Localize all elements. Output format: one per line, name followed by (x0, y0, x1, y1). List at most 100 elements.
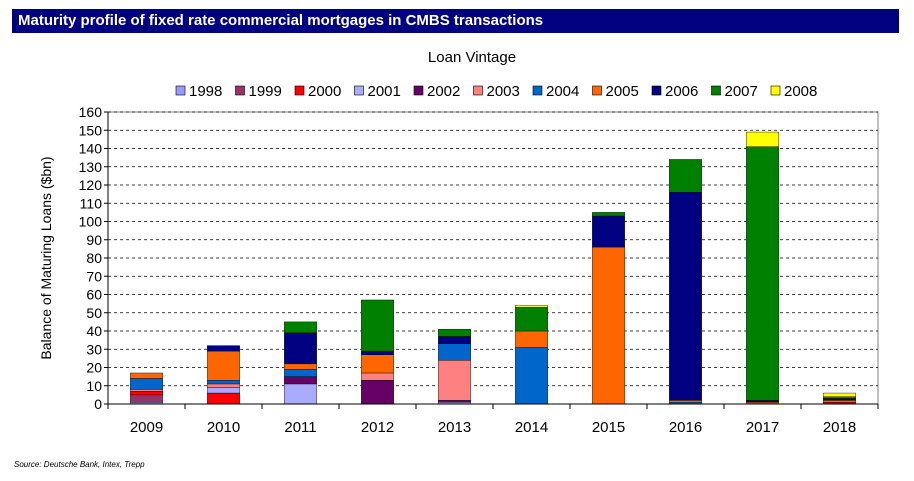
bar-segment (746, 400, 779, 403)
bar-segment (823, 400, 856, 403)
x-tick-label: 2010 (207, 419, 240, 436)
x-tick-label: 2015 (592, 419, 625, 436)
y-tick-label: 140 (79, 141, 103, 157)
source-note: Source: Deutsche Bank, Intex, Trepp (14, 460, 145, 469)
chart-subtitle: Loan Vintage (428, 49, 516, 66)
legend-label: 2006 (665, 83, 698, 100)
bar-segment (207, 383, 240, 388)
bar-segment (746, 146, 779, 401)
bar-segment (284, 376, 317, 385)
bar-segment (515, 347, 548, 405)
legend-label: 2000 (308, 83, 341, 100)
legend-swatch (711, 85, 721, 96)
y-tick-label: 130 (79, 159, 103, 175)
bar-segment (515, 307, 548, 332)
legend-swatch (770, 85, 781, 96)
bar-segment (515, 330, 548, 348)
bar-segment (823, 392, 856, 397)
x-tick-label: 2018 (823, 419, 856, 436)
bar-segment (207, 380, 240, 385)
bar-segment (361, 372, 394, 381)
x-tick-label: 2012 (361, 419, 394, 436)
bar-segment (592, 215, 625, 248)
x-tick-label: 2017 (746, 419, 779, 436)
y-tick-label: 150 (79, 122, 103, 138)
bar-segment (207, 345, 240, 352)
bar-segment (361, 350, 394, 355)
x-tick-label: 2013 (438, 419, 471, 436)
bar-segment (130, 389, 163, 392)
bar-segment (361, 380, 394, 405)
y-tick-label: 30 (86, 341, 102, 357)
legend-swatch (235, 85, 245, 96)
y-tick-label: 160 (79, 104, 103, 120)
bar-segment (515, 305, 548, 308)
y-tick-label: 50 (86, 305, 102, 321)
y-axis: 0 10 20 30 40 50 60 70 80 90 100 110 120 130 140 150 160 (79, 104, 109, 412)
legend-label: 1998 (189, 83, 222, 100)
y-tick-label: 110 (80, 195, 103, 211)
bar-segment (592, 212, 625, 217)
legend-label: 2008 (784, 83, 817, 100)
legend-swatch (532, 85, 543, 96)
bar-segment (284, 383, 317, 405)
legend-swatch (175, 85, 186, 96)
chart-title-bar: Maturity profile of fixed rate commercia… (12, 9, 899, 33)
y-tick-label: 60 (86, 287, 102, 303)
legend-label: 2003 (487, 83, 520, 100)
legend-swatch (473, 85, 483, 96)
y-tick-label: 70 (86, 268, 102, 284)
bar-segment (669, 400, 702, 403)
bar-segment (361, 299, 394, 352)
bar-segment (130, 391, 163, 396)
bar-segment (438, 328, 471, 337)
legend-label: 2007 (725, 83, 758, 100)
legend-label: 2005 (606, 83, 639, 100)
legend-label: 1999 (249, 83, 282, 100)
legend-swatch (651, 85, 662, 96)
bar-segment (207, 350, 240, 381)
bar-segment (207, 392, 240, 405)
x-tick-label: 2014 (515, 419, 548, 436)
bar-segment (284, 363, 317, 370)
y-tick-label: 100 (79, 214, 103, 230)
bar-segment (438, 400, 471, 403)
bar-segment (746, 131, 779, 147)
gridlines (108, 111, 878, 387)
bar-segment (669, 159, 702, 193)
bar-segment (284, 321, 317, 334)
y-tick-label: 20 (86, 360, 102, 376)
y-tick-label: 10 (86, 378, 102, 394)
y-tick-label: 80 (86, 250, 102, 266)
legend-label: 2001 (368, 83, 401, 100)
y-tick-label: 0 (94, 396, 102, 412)
y-tick-label: 40 (86, 323, 102, 339)
legend-label: 2002 (427, 83, 460, 100)
bar-segment (130, 372, 163, 379)
x-tick-label: 2016 (669, 419, 702, 436)
bar-segment (592, 246, 625, 405)
legend-label: 2004 (546, 83, 579, 100)
bar-segment (823, 396, 856, 399)
x-tick-label: 2009 (130, 419, 163, 436)
legend-swatch (592, 85, 602, 96)
x-axis: 2009 2010 2011 2012 2013 2014 2015 2016 2017 2018 (107, 403, 879, 436)
bar-segment (361, 354, 394, 374)
bar-segment (284, 332, 317, 365)
bars (130, 131, 856, 405)
y-tick-label: 90 (86, 232, 102, 248)
bar-segment (438, 336, 471, 344)
legend-swatch (354, 85, 364, 96)
bar-segment (130, 394, 163, 403)
y-tick-label: 120 (79, 177, 103, 193)
legend-swatch (294, 85, 305, 96)
bar-segment (438, 343, 471, 361)
bar-segment (130, 378, 163, 390)
legend-swatch (413, 85, 424, 96)
x-tick-label: 2011 (284, 419, 316, 436)
bar-segment (669, 192, 702, 401)
bar-segment (207, 387, 240, 394)
bar-segment (823, 398, 856, 401)
y-axis-label: Balance of Maturing Loans ($bn) (38, 156, 54, 359)
